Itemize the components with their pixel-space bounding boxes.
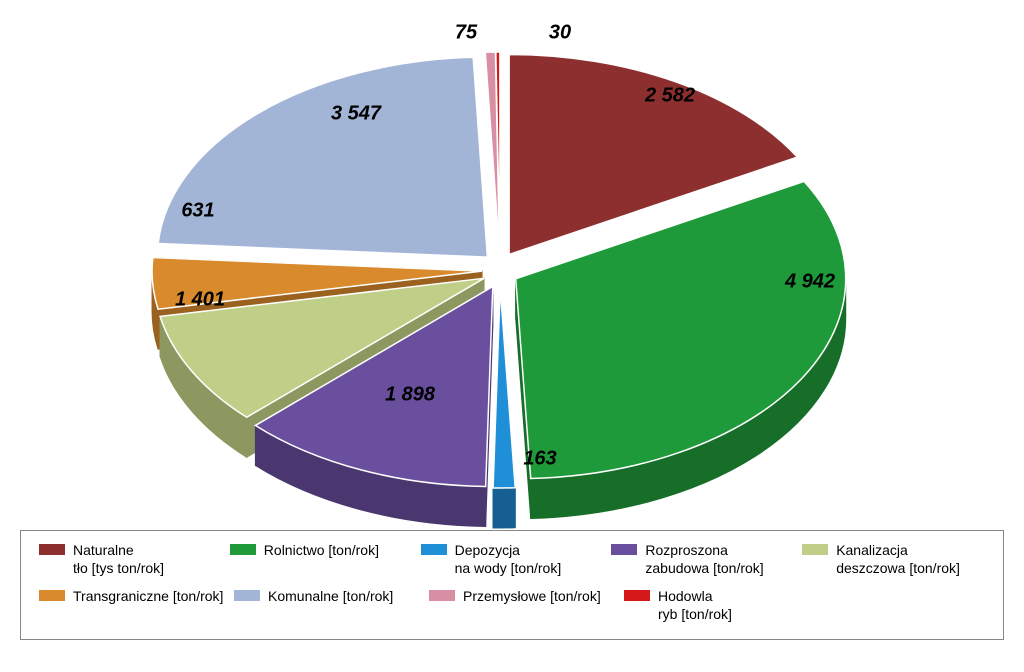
legend-item-komunalne: Komunalne [ton/rok] [234, 587, 429, 623]
legend-label-line1: Transgraniczne [ton/rok] [73, 587, 223, 605]
legend-label: Depozycjana wody [ton/rok] [455, 541, 562, 577]
label-rolnictwo: 4 942 [785, 271, 835, 294]
legend-row: Naturalnetło [tys ton/rok] Rolnictwo [ton… [39, 541, 993, 577]
legend-swatch [624, 590, 650, 601]
legend-label-line1: Kanalizacja [836, 541, 960, 559]
legend-label: Hodowlaryb [ton/rok] [658, 587, 732, 623]
legend-label: Transgraniczne [ton/rok] [73, 587, 223, 605]
legend-item-rozproszona: Rozproszonazabudowa [ton/rok] [611, 541, 802, 577]
label-przemyslowe: 75 [455, 22, 477, 45]
legend-label-line1: Rolnictwo [ton/rok] [264, 541, 379, 559]
legend-swatch [611, 544, 637, 555]
legend-item-depozycja: Depozycjana wody [ton/rok] [421, 541, 612, 577]
legend-item-rolnictwo: Rolnictwo [ton/rok] [230, 541, 421, 577]
legend-swatch [802, 544, 828, 555]
pie-chart: 2 582 4 942 163 1 898 1 401 631 3 547 75 30 [0, 0, 1024, 540]
legend-label: Przemysłowe [ton/rok] [463, 587, 601, 605]
legend-label: Rolnictwo [ton/rok] [264, 541, 379, 559]
legend-label-line1: Naturalne [73, 541, 164, 559]
legend-swatch [234, 590, 260, 601]
label-komunalne: 3 547 [331, 103, 381, 126]
legend-label-line1: Hodowla [658, 587, 732, 605]
legend-item-hodowla: Hodowlaryb [ton/rok] [624, 587, 819, 623]
label-transgraniczne: 631 [181, 200, 214, 223]
legend-swatch [421, 544, 447, 555]
legend-label-line2: tło [tys ton/rok] [73, 559, 164, 577]
legend-item-naturalne: Naturalnetło [tys ton/rok] [39, 541, 230, 577]
legend-label-line1: Komunalne [ton/rok] [268, 587, 393, 605]
legend-label-line2: na wody [ton/rok] [455, 559, 562, 577]
legend-label: Rozproszonazabudowa [ton/rok] [645, 541, 763, 577]
legend-label-line2: zabudowa [ton/rok] [645, 559, 763, 577]
legend-label-line1: Przemysłowe [ton/rok] [463, 587, 601, 605]
legend-swatch [230, 544, 256, 555]
legend-swatch [39, 544, 65, 555]
legend-label: Komunalne [ton/rok] [268, 587, 393, 605]
label-hodowla: 30 [549, 22, 571, 45]
slice-depozycja [493, 288, 515, 488]
label-kanalizacja: 1 401 [175, 289, 225, 312]
legend-label-line2: ryb [ton/rok] [658, 605, 732, 623]
legend-item-transgraniczne: Transgraniczne [ton/rok] [39, 587, 234, 623]
slice-komunalne [158, 57, 487, 257]
label-rozproszona: 1 898 [385, 384, 435, 407]
legend-item-kanalizacja: Kanalizacjadeszczowa [ton/rok] [802, 541, 993, 577]
legend-row: Transgraniczne [ton/rok] Komunalne [ton/r… [39, 587, 993, 623]
legend: Naturalnetło [tys ton/rok] Rolnictwo [ton… [20, 530, 1004, 640]
label-depozycja: 163 [523, 448, 556, 471]
legend-label-line1: Rozproszona [645, 541, 763, 559]
legend-label-line1: Depozycja [455, 541, 562, 559]
legend-label-line2: deszczowa [ton/rok] [836, 559, 960, 577]
pie-svg [0, 0, 1024, 540]
legend-item-przemyslowe: Przemysłowe [ton/rok] [429, 587, 624, 623]
label-naturalne: 2 582 [645, 85, 695, 108]
legend-swatch [39, 590, 65, 601]
legend-label: Kanalizacjadeszczowa [ton/rok] [836, 541, 960, 577]
legend-swatch [429, 590, 455, 601]
legend-label: Naturalnetło [tys ton/rok] [73, 541, 164, 577]
